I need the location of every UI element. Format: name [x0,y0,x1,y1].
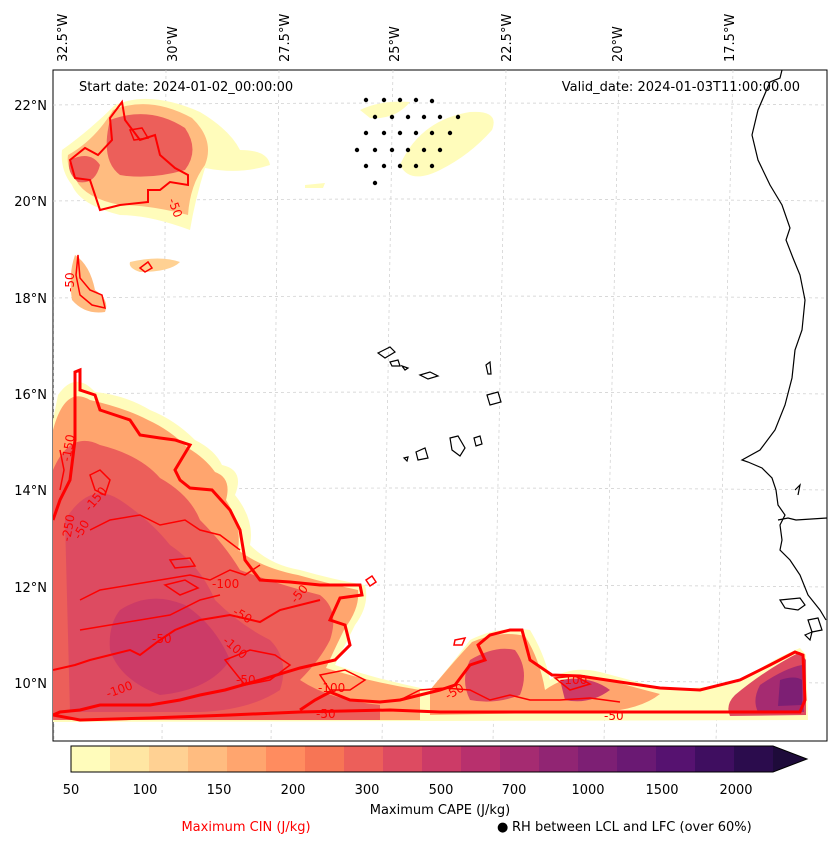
colorbar-tick: 2000 [719,783,752,798]
cin-label: -100 [318,681,345,695]
colorbar-segment [227,746,267,772]
colorbar-tick: 300 [355,783,380,798]
colorbar-extend-arrow [773,746,807,772]
coastlines [376,70,827,642]
colorbar-segment [461,746,501,772]
lon-label: 27.5°W [278,14,293,62]
colorbar-segment [266,746,306,772]
africa-coastline [740,70,827,621]
colorbar-ticks: 50 100 150 200 300 500 700 1000 1500 200… [63,783,753,798]
colorbar-segment [539,746,579,772]
cin-label: -50 [165,196,185,219]
colorbar-segment [188,746,228,772]
lon-label: 20°W [611,26,626,62]
lon-label: 22.5°W [500,14,515,62]
colorbar-segment [344,746,384,772]
colorbar-segment [578,746,618,772]
cin-label: -50 [236,673,256,687]
colorbar-segment [500,746,540,772]
colorbar-tick: 150 [207,783,232,798]
lat-label: 10°N [14,677,47,692]
start-date: Start date: 2024-01-02_00:00:00 [79,80,293,95]
cin-label: -50 [152,632,172,646]
lat-labels: 22°N 20°N 18°N 16°N 14°N 12°N 10°N [14,99,47,692]
lon-label: 32.5°W [56,14,71,62]
cin-label: -250 [59,513,78,542]
colorbar-segment [305,746,345,772]
lat-label: 12°N [14,581,47,596]
cape-colorbar [70,745,809,773]
valid-date: Valid_date: 2024-01-03T11:00:00.00 [562,80,800,95]
cin-label: -50 [316,707,336,721]
colorbar-segment [656,746,696,772]
cin-label: -100 [560,673,587,687]
cin-legend-label: Maximum CIN (J/kg) [181,820,310,835]
colorbar-segment [422,746,462,772]
lon-label: 17.5°W [723,14,738,62]
rh-legend-marker: ● [497,820,508,835]
rh-legend-label: RH between LCL and LFC (over 60%) [512,820,752,835]
colorbar-tick: 50 [63,783,80,798]
cin-contour-sw-outer [53,367,364,717]
colorbar-tick: 700 [502,783,527,798]
colorbar-segment [734,746,774,772]
colorbar-segment [110,746,150,772]
colorbar-tick: 100 [133,783,158,798]
lon-labels: 32.5°W 30°W 27.5°W 25°W 22.5°W 20°W 17.5… [56,14,738,62]
colorbar-segment [383,746,423,772]
lat-label: 20°N [14,195,47,210]
colorbar-label: Maximum CAPE (J/kg) [370,803,510,818]
lon-label: 25°W [388,26,403,62]
colorbar-tick: 1500 [645,783,678,798]
rh-dots [354,97,461,186]
cin-label: -100 [212,577,239,591]
cape-verde-island [376,346,396,359]
colorbar-outline [70,745,809,773]
lon-label: 30°W [166,26,181,62]
colorbar-tick: 200 [281,783,306,798]
cin-label: -50 [63,272,77,292]
cape-field [53,98,808,722]
colorbar-tick: 1000 [571,783,604,798]
colorbar-segment [617,746,657,772]
cin-contour-nw [68,99,189,212]
colorbar-tick: 500 [429,783,454,798]
cin-label: -50 [604,709,624,723]
colorbar-segment [149,746,189,772]
lat-label: 16°N [14,388,47,403]
lat-label: 18°N [14,292,47,307]
cin-label: -150 [59,433,78,462]
lat-label: 14°N [14,484,47,499]
colorbar-segment [695,746,735,772]
lat-label: 22°N [14,99,47,114]
colorbar-segment [71,746,111,772]
cin-contours [53,99,807,722]
